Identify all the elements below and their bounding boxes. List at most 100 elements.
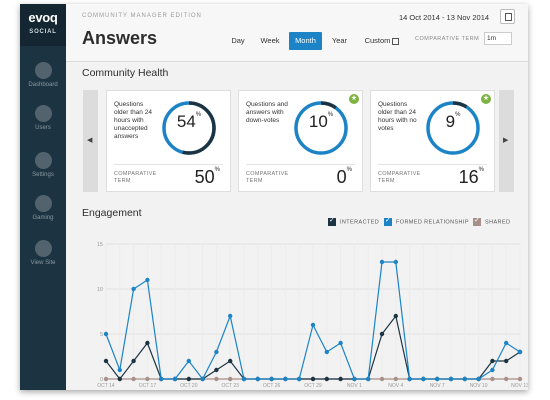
tab-custom[interactable]: Custom [360,32,404,50]
data-point [517,376,523,382]
card-divider [246,164,355,165]
data-point [338,376,343,382]
data-point [214,349,219,355]
percent-sign: % [214,167,220,173]
sidebar-item-label: Dashboard [28,82,58,88]
data-point [214,367,219,373]
header: COMMUNITY MANAGER EDITION Answers 14 Oct… [66,4,528,62]
data-point [504,358,509,364]
sidebar-item-label: View Site [30,260,56,266]
card-description: Questions older than 24 hours with unacc… [114,101,152,140]
card-value-number: 10 [308,112,328,131]
logo-block[interactable]: evoq SOCIAL [20,4,66,46]
legend-interacted[interactable]: INTERACTED [328,216,379,226]
data-point [145,376,150,382]
logo: evoq [28,10,58,25]
card-value-number: 9 [445,112,456,131]
data-point [117,367,122,373]
tab-custom-label: Custom [364,36,391,45]
data-point [145,340,150,346]
checkbox-icon [384,216,392,226]
date-range[interactable]: 14 Oct 2014 - 13 Nov 2014 [399,13,490,22]
sidebar-item-view-site[interactable]: View Site [20,240,66,266]
sidebar-item-label: Users [35,125,51,131]
carousel-next-button[interactable]: ▶ [499,90,514,192]
card-divider [378,164,487,165]
data-point [283,376,288,382]
card-value: 10% [291,112,351,132]
tab-week[interactable]: Week [260,36,280,45]
data-point [393,313,398,319]
page-title: Answers [82,28,158,48]
app-window: evoq SOCIAL Dashboard Users Settings Gam… [20,4,528,390]
health-card: Questions older than 24 hours with no vo… [370,90,495,192]
comparative-term-input[interactable]: 1m [484,32,512,45]
sidebar-item-users[interactable]: Users [20,105,66,131]
card-comparative-label: COMPARATIVE TERM [246,171,289,184]
x-tick-label: NOV 10 [470,383,488,389]
x-tick-label: OCT 14 [97,383,115,389]
export-icon[interactable] [500,9,515,24]
data-point [407,376,412,382]
y-tick-label: 10 [97,287,103,293]
card-description: Questions and answers with down-votes [246,101,288,124]
card-value: 54% [159,112,219,132]
card-value-number: 54 [176,112,196,131]
sidebar-item-settings[interactable]: Settings [20,152,66,178]
card-comparative-label: COMPARATIVE TERM [114,171,157,184]
trophy-icon [34,195,52,212]
legend-shared[interactable]: SHARED [473,216,511,226]
data-point [103,331,109,337]
card-comparative-value: 0% [337,167,352,188]
tab-day[interactable]: Day [231,36,245,45]
percent-sign: % [346,167,352,173]
x-tick-label: OCT 20 [180,383,198,389]
community-health-title: Community Health [82,67,169,79]
data-point [214,376,219,382]
data-point [131,358,136,364]
tab-month[interactable]: Month [289,32,322,50]
card-comparative-number: 0 [336,167,347,187]
y-tick-label: 15 [97,242,103,248]
legend-formed-relationship[interactable]: FORMED RELATIONSHIP [384,216,469,226]
data-point [103,358,109,364]
data-point [338,340,343,346]
x-tick-label: NOV 7 [430,383,445,389]
sidebar-item-dashboard[interactable]: Dashboard [20,62,66,88]
x-tick-label: OCT 26 [263,383,281,389]
y-tick-label: 0 [100,377,103,383]
tab-year[interactable]: Year [331,36,348,45]
data-point [269,376,274,382]
legend-label: FORMED RELATIONSHIP [396,219,469,226]
card-comparative-label: COMPARATIVE TERM [378,171,421,184]
data-point [310,322,316,328]
data-point [435,376,440,382]
card-comparative-value: 50% [195,167,220,188]
percent-sign: % [195,112,202,118]
data-point [131,286,136,292]
data-point [517,349,523,355]
carousel-prev-button[interactable]: ◀ [83,90,98,192]
comparative-term-label: COMPARATIVE TERM [415,36,480,42]
data-point [310,376,316,382]
data-point [421,376,426,382]
data-point [131,376,136,382]
sidebar-item-gaming[interactable]: Gaming [20,195,66,221]
y-tick-label: 5 [100,332,103,338]
chevron-left-icon: ◀ [87,137,93,144]
checkbox-icon [473,216,481,226]
card-comparative-value: 16% [459,167,484,188]
legend-label: SHARED [485,219,511,226]
sidebar: evoq SOCIAL Dashboard Users Settings Gam… [20,4,66,390]
data-point [393,376,398,382]
data-point [117,376,122,382]
data-point [255,376,260,382]
data-point [186,376,191,382]
x-tick-label: NOV 13 [511,383,528,389]
card-comparative-number: 16 [458,167,479,187]
progress-ring [426,101,480,155]
data-point [393,259,398,265]
data-point [366,376,371,382]
gear-icon [34,152,52,169]
data-point [490,358,495,364]
